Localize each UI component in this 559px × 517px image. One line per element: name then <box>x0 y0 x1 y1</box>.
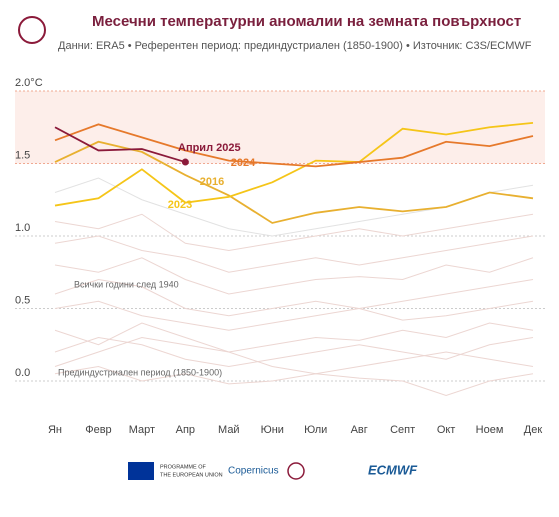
annotation: Всички години след 1940 <box>74 279 179 289</box>
background-line <box>54 278 534 317</box>
background-line <box>54 300 534 331</box>
series-label: 2023 <box>168 199 192 211</box>
y-tick-label: 0.5 <box>15 294 30 306</box>
series-label: 2016 <box>200 176 224 188</box>
series-line <box>54 123 534 168</box>
end-dot <box>181 158 189 166</box>
x-tick-label: Апр <box>176 424 195 436</box>
series-line <box>54 126 186 163</box>
eu-flag <box>128 462 154 480</box>
chart-title: Месечни температурни аномалии на земната… <box>92 13 521 30</box>
logo <box>18 16 46 44</box>
background-line <box>54 257 534 295</box>
x-tick-label: Дек <box>524 424 543 436</box>
footer-text: PROGRAMME OF <box>160 464 206 470</box>
x-tick-label: Юни <box>261 424 284 436</box>
series-line <box>54 122 534 207</box>
x-tick-label: Ян <box>48 424 62 436</box>
background-line <box>54 365 534 397</box>
background-line <box>54 336 534 375</box>
x-tick-label: Февр <box>85 424 111 436</box>
y-tick-label: 1.5 <box>15 149 30 161</box>
x-tick-label: Авг <box>351 424 368 436</box>
series-line <box>54 140 534 224</box>
series-label: 2024 <box>231 157 256 169</box>
x-tick-label: Септ <box>390 424 415 436</box>
background-line <box>54 213 534 252</box>
x-tick-label: Май <box>218 424 240 436</box>
y-tick-label: 0.0 <box>15 367 30 379</box>
x-tick-label: Ноем <box>476 424 504 436</box>
annotation: Прединдустриален период (1850-1900) <box>58 367 222 377</box>
background-line <box>54 177 534 237</box>
chart-subtitle: Данни: ERA5 • Референтен период: прединд… <box>58 40 532 52</box>
footer-text: ECMWF <box>368 462 418 477</box>
threshold-band <box>15 91 545 164</box>
background-line <box>54 322 534 353</box>
series-label: Април 2025 <box>178 142 241 154</box>
y-tick-label: 2.0°C <box>15 77 43 89</box>
y-tick-label: 1.0 <box>15 222 30 234</box>
x-tick-label: Окт <box>437 424 456 436</box>
logo <box>287 462 305 480</box>
x-tick-label: Март <box>129 424 155 436</box>
plot: 0.0 0.5 1.0 1.5 2.0°C Ян Февр Март Апр Май Юни Юли А… <box>15 77 545 436</box>
x-tick-label: Юли <box>304 424 327 436</box>
footer-text: THE EUROPEAN UNION <box>160 472 223 478</box>
background-line <box>54 336 534 368</box>
footer-text: Copernicus <box>228 466 279 477</box>
background-line <box>54 235 534 273</box>
